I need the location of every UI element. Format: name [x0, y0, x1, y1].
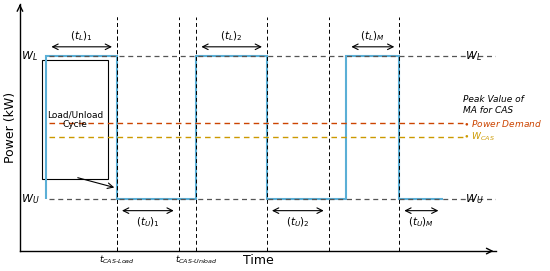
Text: $t_{CAS\text{-}Load}$: $t_{CAS\text{-}Load}$ — [99, 253, 135, 266]
Text: $(t_U)_2$: $(t_U)_2$ — [286, 215, 310, 229]
Text: $W_L$: $W_L$ — [21, 49, 38, 63]
Text: $(t_U)_1$: $(t_U)_1$ — [136, 215, 160, 229]
Text: $\bullet$ Power Demand: $\bullet$ Power Demand — [463, 118, 542, 129]
Y-axis label: Power (kW): Power (kW) — [4, 92, 17, 163]
Text: $\bullet$ $W_{CAS}$: $\bullet$ $W_{CAS}$ — [463, 130, 495, 143]
Text: $(t_L)_M$: $(t_L)_M$ — [360, 30, 385, 43]
Text: $(t_L)_2$: $(t_L)_2$ — [221, 30, 243, 43]
Text: $(t_U)_M$: $(t_U)_M$ — [409, 215, 434, 229]
FancyBboxPatch shape — [42, 60, 108, 179]
Text: $W_U$: $W_U$ — [465, 192, 484, 206]
Text: Peak Value of
MA for CAS: Peak Value of MA for CAS — [463, 95, 524, 115]
X-axis label: Time: Time — [243, 254, 273, 267]
Text: $(t_L)_1$: $(t_L)_1$ — [70, 30, 93, 43]
Text: $W_L$: $W_L$ — [465, 49, 482, 63]
Text: $W_U$: $W_U$ — [21, 192, 40, 206]
Text: $t_{CAS\text{-}Unload}$: $t_{CAS\text{-}Unload}$ — [175, 253, 218, 266]
Text: Load/Unload
Cycle: Load/Unload Cycle — [47, 110, 103, 130]
